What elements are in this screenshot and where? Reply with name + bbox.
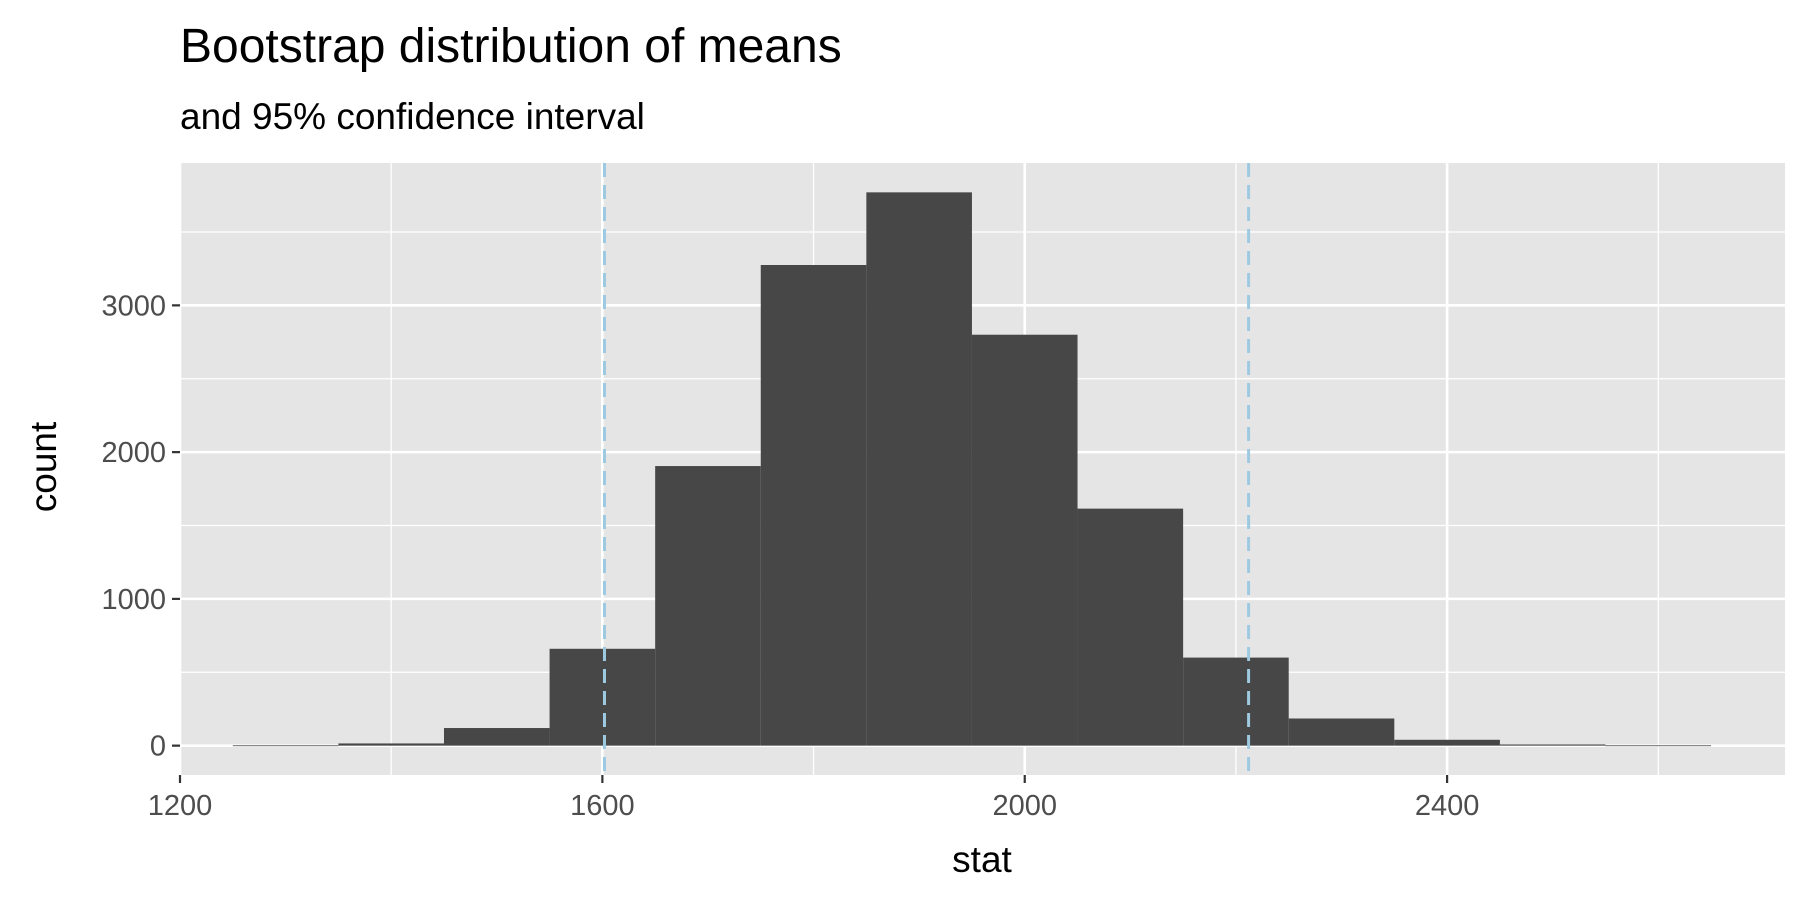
histogram-bar	[1183, 657, 1289, 746]
histogram-bar	[443, 728, 550, 746]
histogram-bars	[232, 192, 1712, 747]
histogram-bar	[232, 745, 339, 747]
x-axis-title: stat	[952, 839, 1012, 880]
histogram-bar	[1499, 744, 1606, 746]
histogram-bar	[866, 192, 972, 746]
x-tick-label: 2000	[992, 790, 1057, 822]
y-tick-label: 2000	[101, 437, 166, 469]
x-tick-label: 1600	[570, 790, 635, 822]
x-tick-label: 1200	[148, 790, 213, 822]
y-tick-label: 3000	[101, 290, 166, 322]
histogram-bar	[1605, 745, 1712, 747]
histogram-bar	[1077, 508, 1184, 746]
x-axis: 1200 1600 2000 2400	[148, 775, 1480, 822]
histogram-bar	[760, 265, 867, 746]
chart-title: Bootstrap distribution of means	[180, 20, 842, 73]
histogram-bar	[338, 743, 444, 746]
y-axis: 0 1000 2000 3000	[101, 290, 180, 763]
y-axis-title: count	[23, 421, 64, 512]
chart-subtitle: and 95% confidence interval	[180, 96, 645, 137]
y-tick-label: 1000	[101, 584, 166, 616]
histogram-bar	[1288, 718, 1395, 746]
histogram-bar	[549, 648, 656, 746]
histogram-bar	[655, 466, 761, 746]
histogram-bar	[1394, 739, 1500, 746]
confidence-interval-lines	[602, 163, 1251, 775]
y-tick-label: 0	[150, 731, 166, 763]
x-tick-label: 2400	[1415, 790, 1480, 822]
histogram-bar	[971, 334, 1078, 746]
